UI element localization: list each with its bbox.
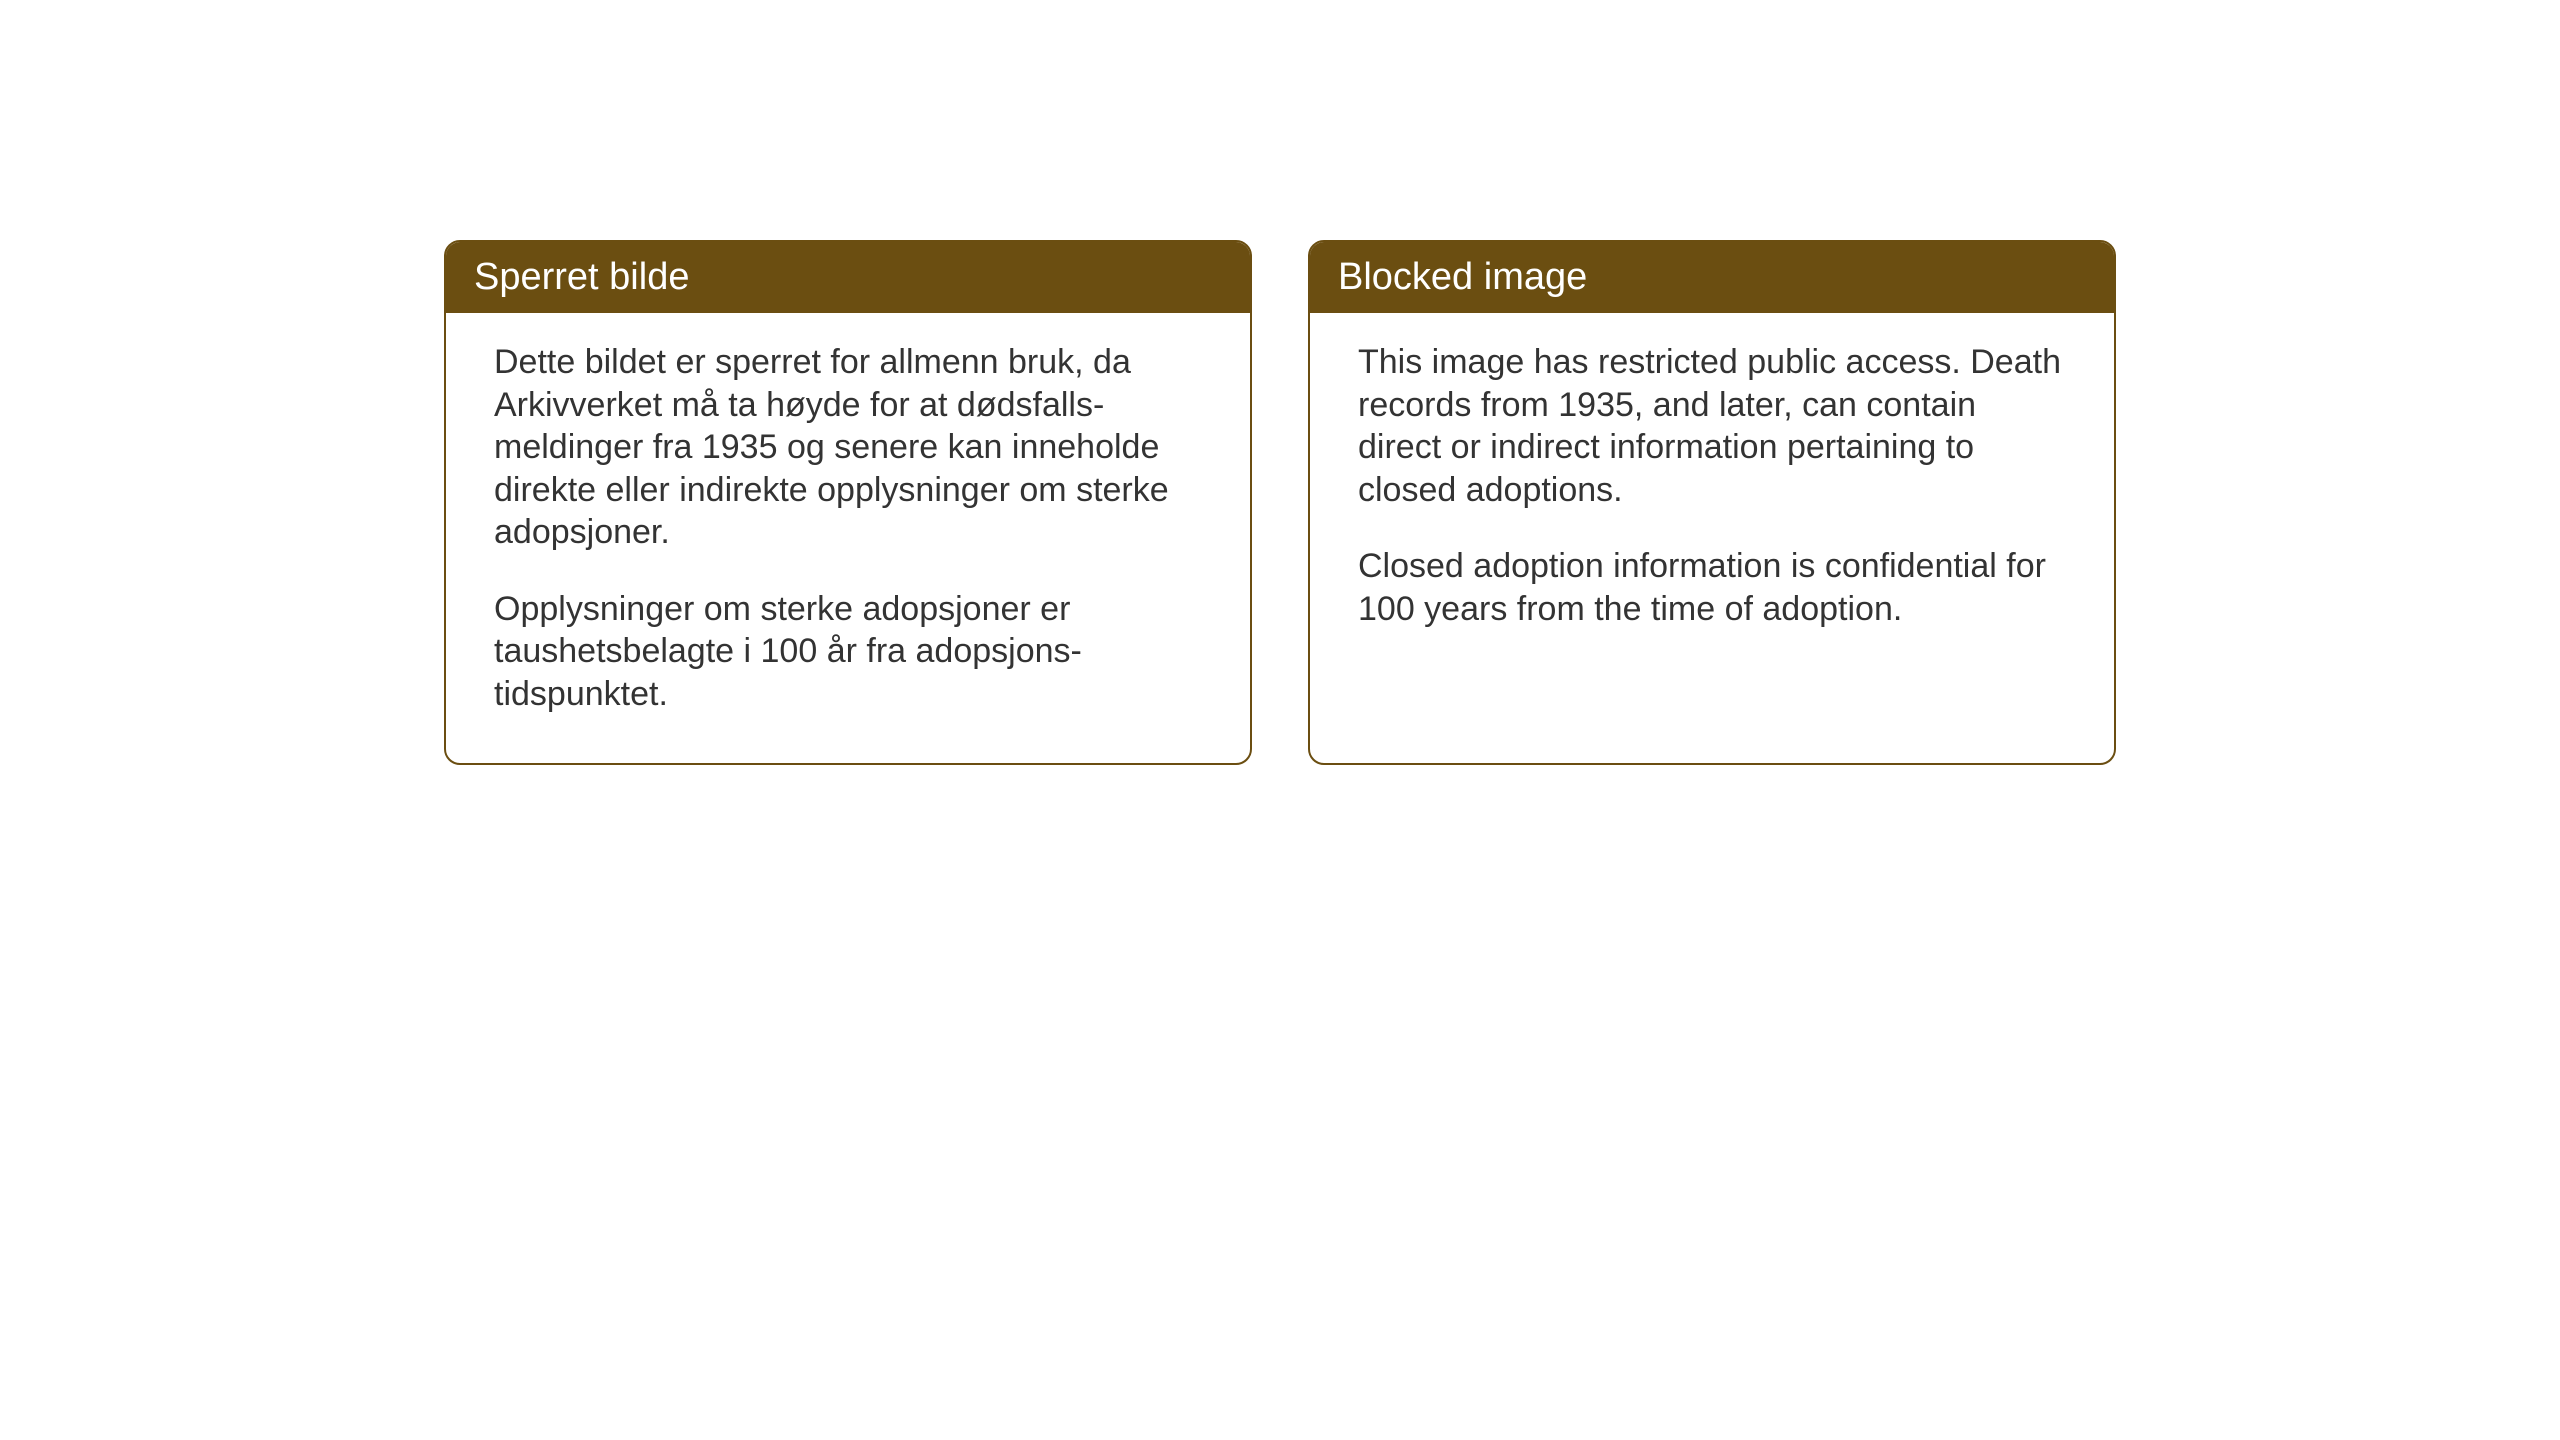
card-paragraph-norwegian-1: Dette bildet er sperret for allmenn bruk… — [494, 341, 1202, 554]
card-paragraph-english-2: Closed adoption information is confident… — [1358, 545, 2066, 630]
card-body-norwegian: Dette bildet er sperret for allmenn bruk… — [446, 313, 1250, 763]
card-body-english: This image has restricted public access.… — [1310, 313, 2114, 678]
notice-card-english: Blocked image This image has restricted … — [1308, 240, 2116, 765]
card-title-english: Blocked image — [1338, 256, 1587, 298]
card-title-norwegian: Sperret bilde — [474, 256, 689, 298]
card-paragraph-norwegian-2: Opplysninger om sterke adopsjoner er tau… — [494, 588, 1202, 716]
card-header-english: Blocked image — [1310, 242, 2114, 313]
card-paragraph-english-1: This image has restricted public access.… — [1358, 341, 2066, 511]
notice-card-norwegian: Sperret bilde Dette bildet er sperret fo… — [444, 240, 1252, 765]
card-header-norwegian: Sperret bilde — [446, 242, 1250, 313]
notice-container: Sperret bilde Dette bildet er sperret fo… — [444, 240, 2116, 765]
